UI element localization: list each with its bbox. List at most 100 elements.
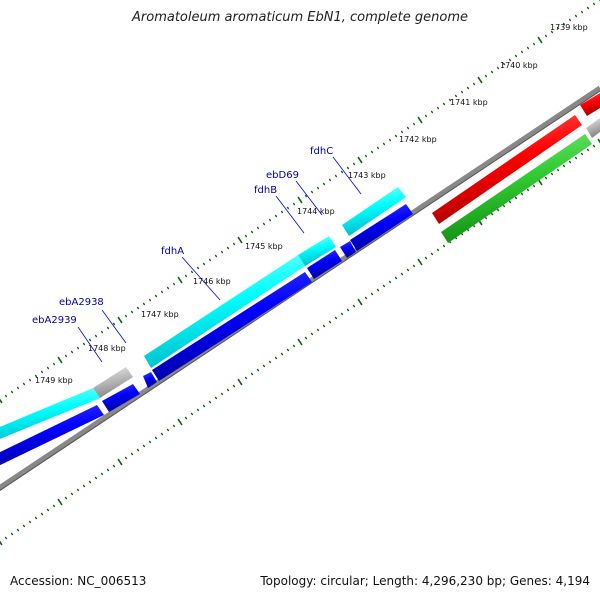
minor-tick [106,326,110,330]
gene-ebD69 [340,241,356,258]
gene-labels: fdhC ebD69 fdhB fdhA ebA2938 ebA2939 [32,146,333,326]
minor-tick [454,94,458,98]
minor-tick [334,316,338,320]
minor-tick [130,452,134,456]
minor-tick [496,208,500,212]
tick-label-1739: 1739 kbp [550,23,588,32]
minor-tick [190,412,194,416]
minor-tick [400,130,404,134]
cds-fdhA [144,255,305,368]
minor-tick [100,472,104,476]
minor-tick [322,182,326,186]
minor-tick [352,162,356,166]
map-title: Aromatoleum aromaticum EbN1, complete ge… [132,10,468,25]
minor-tick [484,74,488,78]
gene-label-ebA2938: ebA2938 [59,297,104,308]
minor-tick [46,508,50,512]
major-tick [237,236,243,244]
minor-tick [184,274,188,278]
outer-tick-ring [0,0,600,404]
inner-tick-ring [0,138,600,546]
minor-tick [430,110,434,114]
minor-tick [370,150,374,154]
minor-tick [292,202,296,206]
major-tick [0,398,3,404]
tick-label-1742: 1742 kbp [399,135,437,144]
minor-tick [34,516,38,520]
minor-tick [154,436,158,440]
minor-tick [196,408,200,412]
minor-tick [274,356,278,360]
minor-tick [364,296,368,300]
minor-tick [340,170,344,174]
minor-tick [580,152,584,156]
minor-tick [28,520,32,524]
minor-tick [286,206,290,210]
minor-tick [196,266,200,270]
minor-tick [292,344,296,348]
minor-tick [388,280,392,284]
tick-label-1741: 1741 kbp [450,98,488,107]
minor-tick [136,306,140,310]
minor-tick [4,394,8,398]
minor-tick [244,376,248,380]
minor-tick [514,196,518,200]
minor-tick [346,166,350,170]
minor-tick [310,332,314,336]
backbone-line-shadow [0,90,600,491]
gene-label-ebD69: ebD69 [266,170,299,181]
minor-tick [514,54,518,58]
minor-tick [154,294,158,298]
minor-tick [262,222,266,226]
minor-tick [520,192,524,196]
minor-tick [280,352,284,356]
minor-tick [268,360,272,364]
minor-tick [310,190,314,194]
minor-tick [88,480,92,484]
minor-tick [412,264,416,268]
minor-tick [550,30,554,34]
minor-tick [436,106,440,110]
minor-tick [34,374,38,378]
minor-tick [256,368,260,372]
minor-tick [202,262,206,266]
minor-tick [472,82,476,86]
minor-tick [442,102,446,106]
minor-tick [460,90,464,94]
tick-label-1740: 1740 kbp [500,61,538,70]
major-tick [537,36,543,44]
major-tick [57,498,63,506]
minor-tick [562,22,566,26]
minor-tick [106,468,110,472]
minor-tick [40,370,44,374]
minor-tick [592,2,596,6]
cds-fdhB [298,236,336,266]
minor-tick [172,282,176,286]
minor-tick [88,338,92,342]
minor-tick [46,366,50,370]
trna-feature [432,115,582,224]
minor-tick [544,34,548,38]
minor-tick [304,194,308,198]
minor-tick [400,272,404,276]
major-tick [597,138,600,144]
minor-tick [442,244,446,248]
minor-tick [394,276,398,280]
minor-tick [172,424,176,428]
minor-tick [112,464,116,468]
major-tick [237,378,243,386]
minor-tick [76,488,80,492]
major-tick [117,458,123,466]
minor-tick [220,250,224,254]
minor-tick [202,404,206,408]
minor-tick [580,10,584,14]
cds-fdhC [342,187,406,236]
gene-label-leaders [77,156,362,363]
minor-tick [562,164,566,168]
major-tick [417,258,423,266]
gene-ebA2938-rev [102,384,140,412]
minor-tick [70,350,74,354]
minor-tick [424,256,428,260]
minor-tick [22,382,26,386]
minor-tick [586,6,590,10]
